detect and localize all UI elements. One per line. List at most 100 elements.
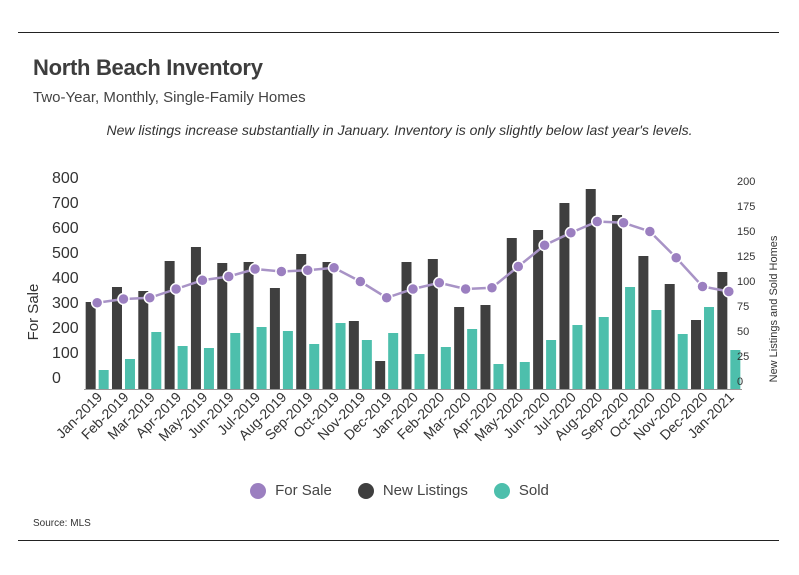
bar-new-listings [138, 291, 149, 389]
bar-sold [730, 350, 741, 389]
right-axis-tick-label: 150 [737, 226, 755, 238]
for-sale-point [512, 260, 525, 273]
bar-new-listings [217, 263, 228, 389]
chart-area: 0 100 200 300 400 500 600 700 800 For Sale 0 25 50 75… [25, 170, 780, 444]
for-sale-point [90, 296, 104, 309]
bar-sold [704, 307, 715, 389]
legend-swatch-sold [493, 482, 510, 499]
bar-new-listings [585, 189, 596, 389]
legend-label-sold: Sold [518, 482, 549, 499]
left-axis-tick-label: 600 [52, 220, 79, 237]
for-sale-point [117, 292, 130, 306]
for-sale-point [301, 264, 314, 277]
left-axis-tick-label: 800 [52, 170, 79, 187]
bar-new-listings [190, 247, 201, 389]
legend-swatch-new-listings [357, 482, 374, 499]
right-axis-tick-label: 100 [737, 276, 755, 288]
legend-label-new-listings: New Listings [382, 482, 468, 499]
bar-new-listings [375, 361, 386, 389]
bar-sold [467, 329, 478, 389]
for-sale-point [222, 270, 236, 283]
right-axis-tick-label: 175 [737, 201, 755, 213]
right-axis-tick-label: 75 [737, 301, 749, 313]
for-sale-point [590, 215, 604, 228]
bar-new-listings [269, 288, 280, 389]
for-sale-point [143, 291, 157, 304]
chart-title: North Beach Inventory [33, 55, 263, 80]
for-sale-point [722, 285, 736, 298]
for-sale-point [669, 251, 683, 264]
bar-sold [309, 344, 320, 389]
bar-sold [651, 310, 662, 389]
bar-sold [598, 317, 609, 389]
right-axis-tick-label: 25 [737, 351, 749, 363]
bar-new-listings [322, 262, 333, 389]
bar-new-listings [111, 287, 122, 389]
bar-new-listings [638, 256, 649, 389]
for-sale-point [538, 239, 551, 252]
left-axis-tick-label: 500 [52, 245, 79, 262]
bar-new-listings [85, 302, 96, 389]
bar-sold [519, 362, 530, 389]
right-axis-tick-label: 0 [737, 376, 743, 388]
legend: For Sale New Listings Sold [0, 482, 799, 499]
bar-sold [256, 327, 267, 389]
bar-new-listings [243, 262, 254, 389]
right-axis-tick-label: 125 [737, 251, 755, 263]
bar-sold [388, 333, 399, 389]
for-sale-point [485, 281, 499, 294]
for-sale-point [248, 262, 262, 276]
bar-new-listings [454, 307, 465, 389]
bar-sold [677, 334, 688, 389]
bar-new-listings [559, 203, 570, 389]
bar-sold [335, 323, 346, 389]
bar-new-listings [401, 262, 412, 389]
for-sale-point [696, 280, 709, 293]
for-sale-point [643, 225, 657, 238]
bar-sold [440, 347, 451, 389]
for-sale-point [564, 226, 578, 239]
bar-sold [177, 346, 188, 389]
bar-new-listings [664, 284, 675, 389]
for-sale-point [380, 291, 393, 304]
bar-new-listings [164, 261, 175, 389]
left-axis-tick-label: 400 [52, 270, 79, 287]
bar-sold [124, 359, 135, 389]
bar-new-listings [612, 215, 623, 389]
legend-label-for-sale: For Sale [275, 482, 332, 499]
chart-annotation: New listings increase substantially in J… [106, 122, 693, 138]
bar-new-listings [296, 254, 307, 389]
legend-item-sold: Sold [493, 482, 549, 499]
left-axis-tick-label: 100 [52, 345, 79, 362]
bar-new-listings [480, 305, 491, 389]
bar-new-listings [427, 259, 438, 389]
bar-new-listings [506, 238, 517, 389]
left-axis-tick-label: 200 [52, 320, 79, 337]
for-sale-point [617, 216, 630, 229]
for-sale-point [327, 261, 341, 274]
bar-sold [230, 333, 241, 389]
chart-subtitle: Two-Year, Monthly, Single-Family Homes [33, 89, 306, 106]
bar-sold [572, 325, 583, 389]
for-sale-point [354, 275, 367, 288]
bar-sold [361, 340, 372, 389]
legend-item-new-listings: New Listings [357, 482, 468, 499]
bar-sold [282, 331, 293, 389]
for-sale-point [196, 274, 209, 287]
left-axis-title: For Sale [25, 284, 42, 341]
left-axis-tick-label: 300 [52, 295, 79, 312]
bar-sold [98, 370, 109, 389]
for-sale-point [169, 282, 183, 296]
for-sale-point [275, 265, 288, 278]
bar-sold [546, 340, 557, 389]
for-sale-point [433, 276, 446, 289]
for-sale-point [459, 282, 472, 296]
bar-sold [493, 364, 504, 389]
bar-new-listings [717, 272, 728, 389]
source-note: Source: MLS [33, 518, 91, 529]
bar-new-listings [691, 320, 702, 389]
bar-new-listings [348, 321, 359, 389]
right-axis-tick-label: 50 [737, 326, 749, 338]
top-rule [18, 32, 779, 33]
legend-swatch-for-sale [250, 482, 267, 499]
